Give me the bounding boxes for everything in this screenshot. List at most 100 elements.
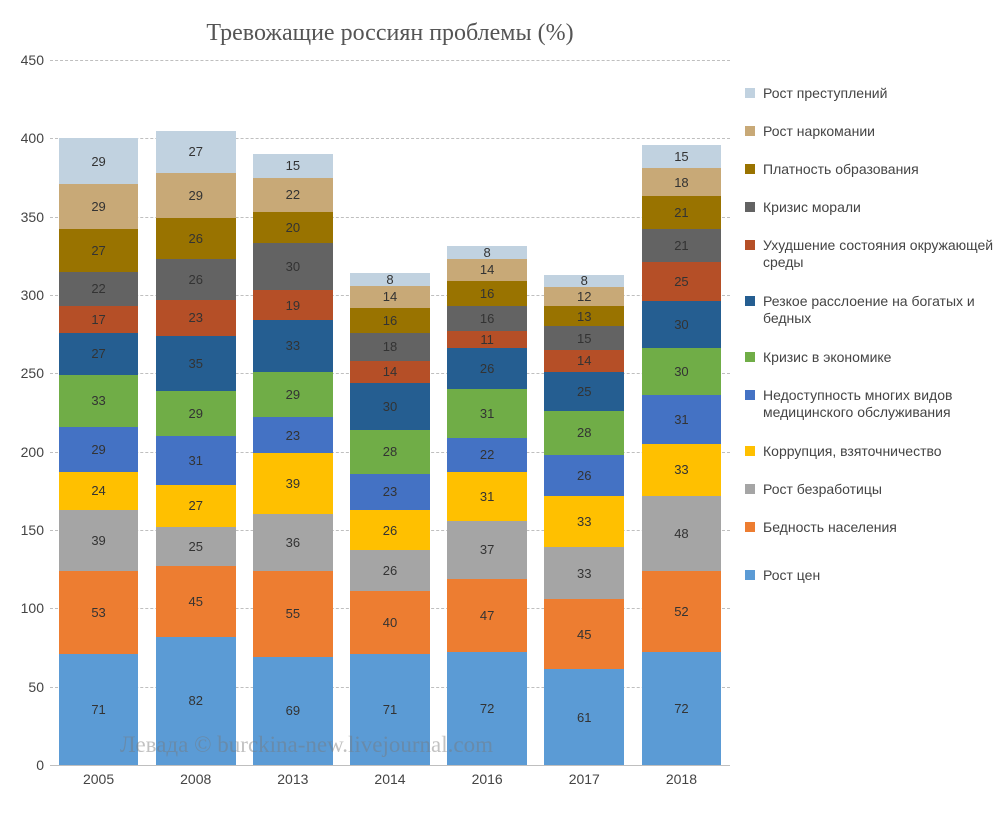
y-tick-label: 0 — [36, 757, 44, 773]
bar-segment: 29 — [59, 184, 139, 229]
bar-segment: 29 — [156, 391, 236, 436]
bar-segment: 48 — [642, 496, 722, 571]
legend-item: Рост преступлений — [745, 85, 887, 102]
legend-swatch — [745, 164, 755, 174]
bar-segment: 61 — [544, 669, 624, 765]
x-tick-label: 2017 — [569, 771, 600, 787]
bar-segment: 14 — [447, 259, 527, 281]
legend-item: Рост наркомании — [745, 123, 875, 140]
x-tick-label: 2018 — [666, 771, 697, 787]
bar-segment: 52 — [642, 571, 722, 652]
legend-swatch — [745, 126, 755, 136]
bar-segment: 31 — [156, 436, 236, 485]
bar-segment: 26 — [350, 510, 430, 551]
legend-label: Платность образования — [763, 161, 919, 178]
bar-segment: 8 — [350, 273, 430, 286]
bar-segment: 29 — [59, 138, 139, 183]
bar-segment: 18 — [350, 333, 430, 361]
bar-segment: 31 — [447, 472, 527, 521]
legend-item: Недоступность многих видов медицинского … — [745, 387, 995, 421]
bar-segment: 31 — [642, 395, 722, 444]
chart-title: Тревожащие россиян проблемы (%) — [50, 20, 730, 47]
bar-segment: 26 — [544, 455, 624, 496]
legend-swatch — [745, 570, 755, 580]
bar-segment: 8 — [544, 275, 624, 288]
legend-label: Кризис в экономике — [763, 349, 891, 366]
bar-segment: 33 — [544, 496, 624, 548]
bar-segment: 17 — [59, 306, 139, 333]
legend-item: Рост безработицы — [745, 481, 882, 498]
legend-label: Недоступность многих видов медицинского … — [763, 387, 995, 421]
legend-swatch — [745, 522, 755, 532]
bar-segment: 27 — [59, 333, 139, 375]
bar-segment: 71 — [59, 654, 139, 765]
bar-segment: 19 — [253, 290, 333, 320]
legend-swatch — [745, 352, 755, 362]
legend-item: Кризис в экономике — [745, 349, 891, 366]
bar-segment: 82 — [156, 637, 236, 765]
bar-segment: 23 — [350, 474, 430, 510]
bar-segment: 16 — [447, 306, 527, 331]
bar-segment: 23 — [253, 417, 333, 453]
bar-segment: 25 — [156, 527, 236, 566]
bar-segment: 14 — [544, 350, 624, 372]
legend-swatch — [745, 484, 755, 494]
bar-segment: 30 — [350, 383, 430, 430]
bar-segment: 8 — [447, 246, 527, 259]
bar: 201761453333262825141513128 — [544, 60, 624, 765]
bar-segment: 27 — [156, 131, 236, 173]
bar-segment: 12 — [544, 287, 624, 306]
bar-segment: 29 — [59, 427, 139, 472]
bar-segment: 35 — [156, 336, 236, 391]
bar-segment: 18 — [642, 168, 722, 196]
bar-segment: 25 — [544, 372, 624, 411]
bar-segment: 28 — [544, 411, 624, 455]
bar-segment: 31 — [447, 389, 527, 438]
bar-segment: 71 — [350, 654, 430, 765]
bar-segment: 30 — [642, 301, 722, 348]
bar-segment: 30 — [642, 348, 722, 395]
legend-label: Резкое расслоение на богатых и бедных — [763, 293, 995, 327]
legend-item: Кризис морали — [745, 199, 861, 216]
bar-segment: 22 — [59, 272, 139, 306]
y-tick-label: 200 — [21, 444, 44, 460]
x-tick-label: 2008 — [180, 771, 211, 787]
legend-label: Рост преступлений — [763, 85, 887, 102]
y-tick-label: 450 — [21, 52, 44, 68]
bar-segment: 72 — [447, 652, 527, 765]
legend-item: Ухудшение состояния окружающей среды — [745, 237, 995, 271]
bar: 2005715339242933271722272929 — [59, 60, 139, 765]
x-tick-label: 2016 — [472, 771, 503, 787]
bar-segment: 33 — [59, 375, 139, 427]
legend-item: Рост цен — [745, 567, 820, 584]
bar-segment: 40 — [350, 591, 430, 654]
bar-segment: 26 — [447, 348, 527, 389]
legend-item: Коррупция, взяточничество — [745, 443, 942, 460]
legend-swatch — [745, 202, 755, 212]
y-tick-label: 100 — [21, 600, 44, 616]
legend-swatch — [745, 88, 755, 98]
bar-segment: 27 — [156, 485, 236, 527]
bar-segment: 55 — [253, 571, 333, 657]
legend-swatch — [745, 240, 755, 250]
bar-segment: 36 — [253, 514, 333, 570]
bar-segment: 29 — [156, 173, 236, 218]
y-tick-label: 300 — [21, 287, 44, 303]
bar-segment: 26 — [156, 218, 236, 259]
legend-label: Рост безработицы — [763, 481, 882, 498]
bar-segment: 39 — [59, 510, 139, 571]
bar-segment: 22 — [253, 178, 333, 212]
gridline — [50, 765, 730, 766]
y-tick-label: 350 — [21, 209, 44, 225]
legend-item: Бедность населения — [745, 519, 897, 536]
bar-segment: 22 — [447, 438, 527, 472]
legend-swatch — [745, 390, 755, 400]
legend-item: Резкое расслоение на богатых и бедных — [745, 293, 995, 327]
bar: 2013695536392329331930202215 — [253, 60, 333, 765]
bar: 201471402626232830141816148 — [350, 60, 430, 765]
legend-label: Бедность населения — [763, 519, 897, 536]
bar-segment: 14 — [350, 361, 430, 383]
x-tick-label: 2013 — [277, 771, 308, 787]
bar-segment: 27 — [59, 229, 139, 271]
bar-segment: 14 — [350, 286, 430, 308]
